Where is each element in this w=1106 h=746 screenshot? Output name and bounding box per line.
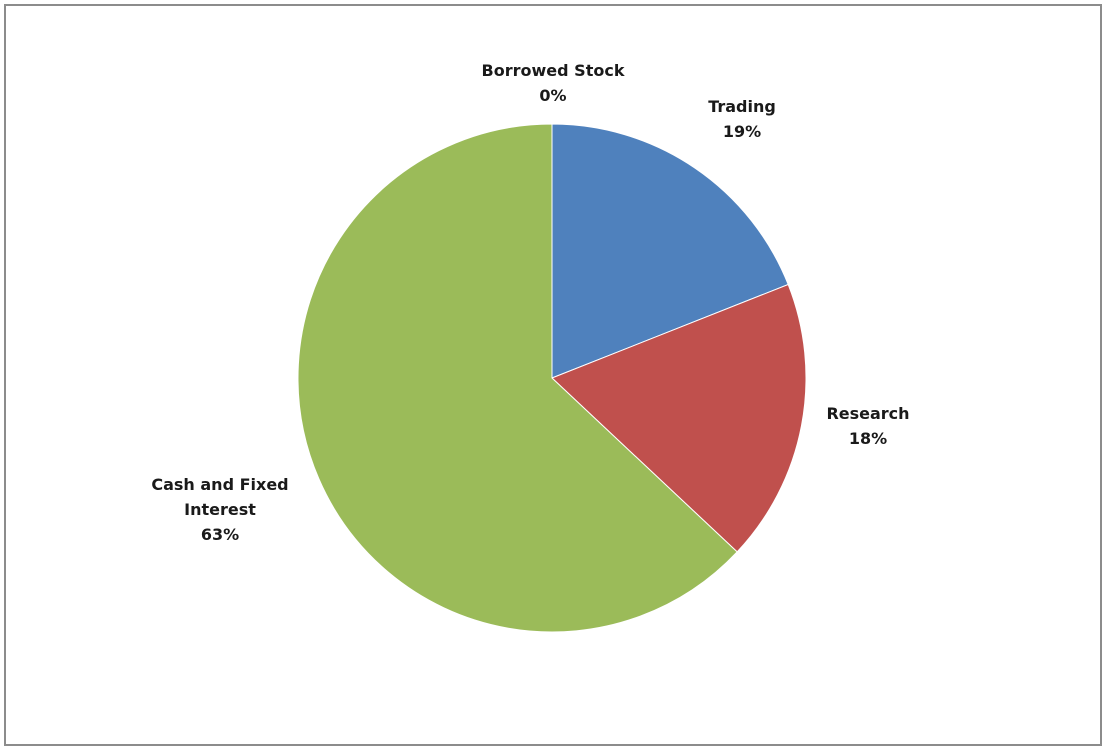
pie-slice-cash-and-fixed-interest [297, 123, 738, 633]
data-label-trading: Trading 19% [708, 97, 776, 141]
data-label-borrowed-stock: Borrowed Stock 0% [482, 61, 625, 105]
pie-slices [297, 123, 807, 633]
data-label-research: Research 18% [826, 404, 909, 448]
pie-labels: Trading 19% Research 18% Cash and Fixed Inter… [151, 61, 909, 544]
data-label-cash-and-fixed-interest: Cash and Fixed Interest 63% [151, 475, 288, 544]
pie-slice-research [551, 283, 807, 553]
pie-slice-trading [551, 123, 789, 379]
